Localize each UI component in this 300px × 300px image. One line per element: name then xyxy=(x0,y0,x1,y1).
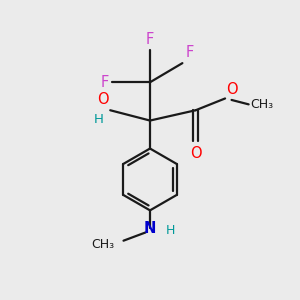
Text: H: H xyxy=(94,113,104,126)
Text: F: F xyxy=(100,75,109,90)
Text: H: H xyxy=(166,224,176,237)
Text: F: F xyxy=(185,45,194,60)
Text: O: O xyxy=(226,82,238,97)
Text: O: O xyxy=(97,92,109,107)
Text: F: F xyxy=(146,32,154,47)
Text: CH₃: CH₃ xyxy=(250,98,273,111)
Text: CH₃: CH₃ xyxy=(92,238,115,251)
Text: N: N xyxy=(144,220,156,236)
Text: O: O xyxy=(190,146,202,160)
